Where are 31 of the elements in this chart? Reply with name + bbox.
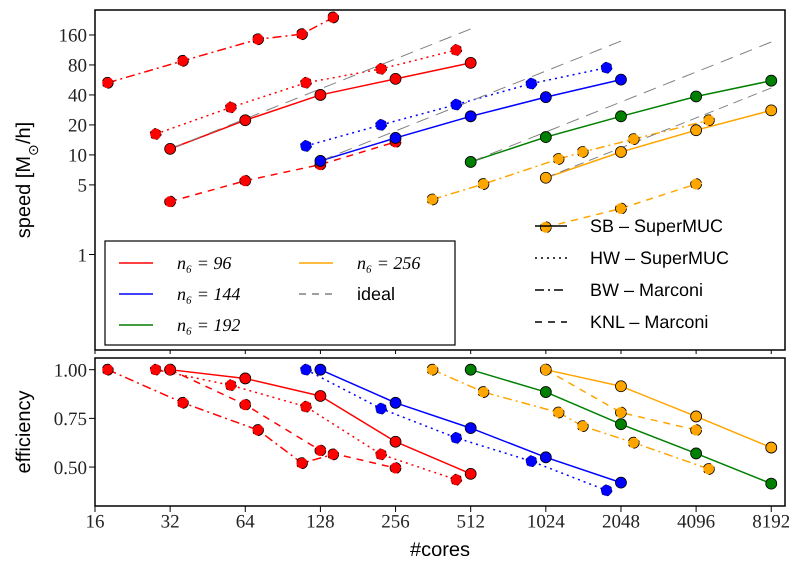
x-tick-label: 32 xyxy=(160,511,180,532)
y-tick-label: 1 xyxy=(78,245,87,266)
y-tick-label: 1.00 xyxy=(54,360,87,382)
y-tick-label: 0.75 xyxy=(54,409,87,430)
x-tick-label: 64 xyxy=(236,511,256,532)
annotation: HW – SuperMUC xyxy=(590,248,730,268)
annotation: KNL – Marconi xyxy=(590,312,708,332)
x-tick-label: 4096 xyxy=(677,511,716,532)
y-tick-label: 40 xyxy=(68,86,87,107)
y-tick-label: 160 xyxy=(58,26,87,47)
legend-label: n₆ = 192 xyxy=(177,315,240,335)
x-tick-label: 16 xyxy=(86,511,104,532)
legend-label: ideal xyxy=(357,284,396,304)
x-tick-label: 8192 xyxy=(752,511,789,532)
y-tick-label: 10 xyxy=(68,146,87,167)
y-tick-label: 5 xyxy=(78,176,87,197)
legend-label: n₆ = 96 xyxy=(177,253,232,273)
x-axis-title: #cores xyxy=(410,539,470,561)
y-axis-title: efficiency xyxy=(13,390,35,474)
x-tick-label: 256 xyxy=(381,511,410,532)
annotation: SB – SuperMUC xyxy=(590,216,724,236)
legend-label: n₆ = 256 xyxy=(357,253,420,273)
legend-label: n₆ = 144 xyxy=(177,284,240,304)
x-tick-label: 2048 xyxy=(602,511,640,532)
y-tick-label: 20 xyxy=(68,116,87,137)
x-tick-label: 1024 xyxy=(526,511,566,532)
y-tick-label: 0.50 xyxy=(54,458,87,479)
y-tick-label: 80 xyxy=(68,56,87,77)
x-tick-label: 128 xyxy=(306,511,335,532)
x-tick-label: 512 xyxy=(456,511,485,532)
annotation: BW – Marconi xyxy=(590,280,704,300)
